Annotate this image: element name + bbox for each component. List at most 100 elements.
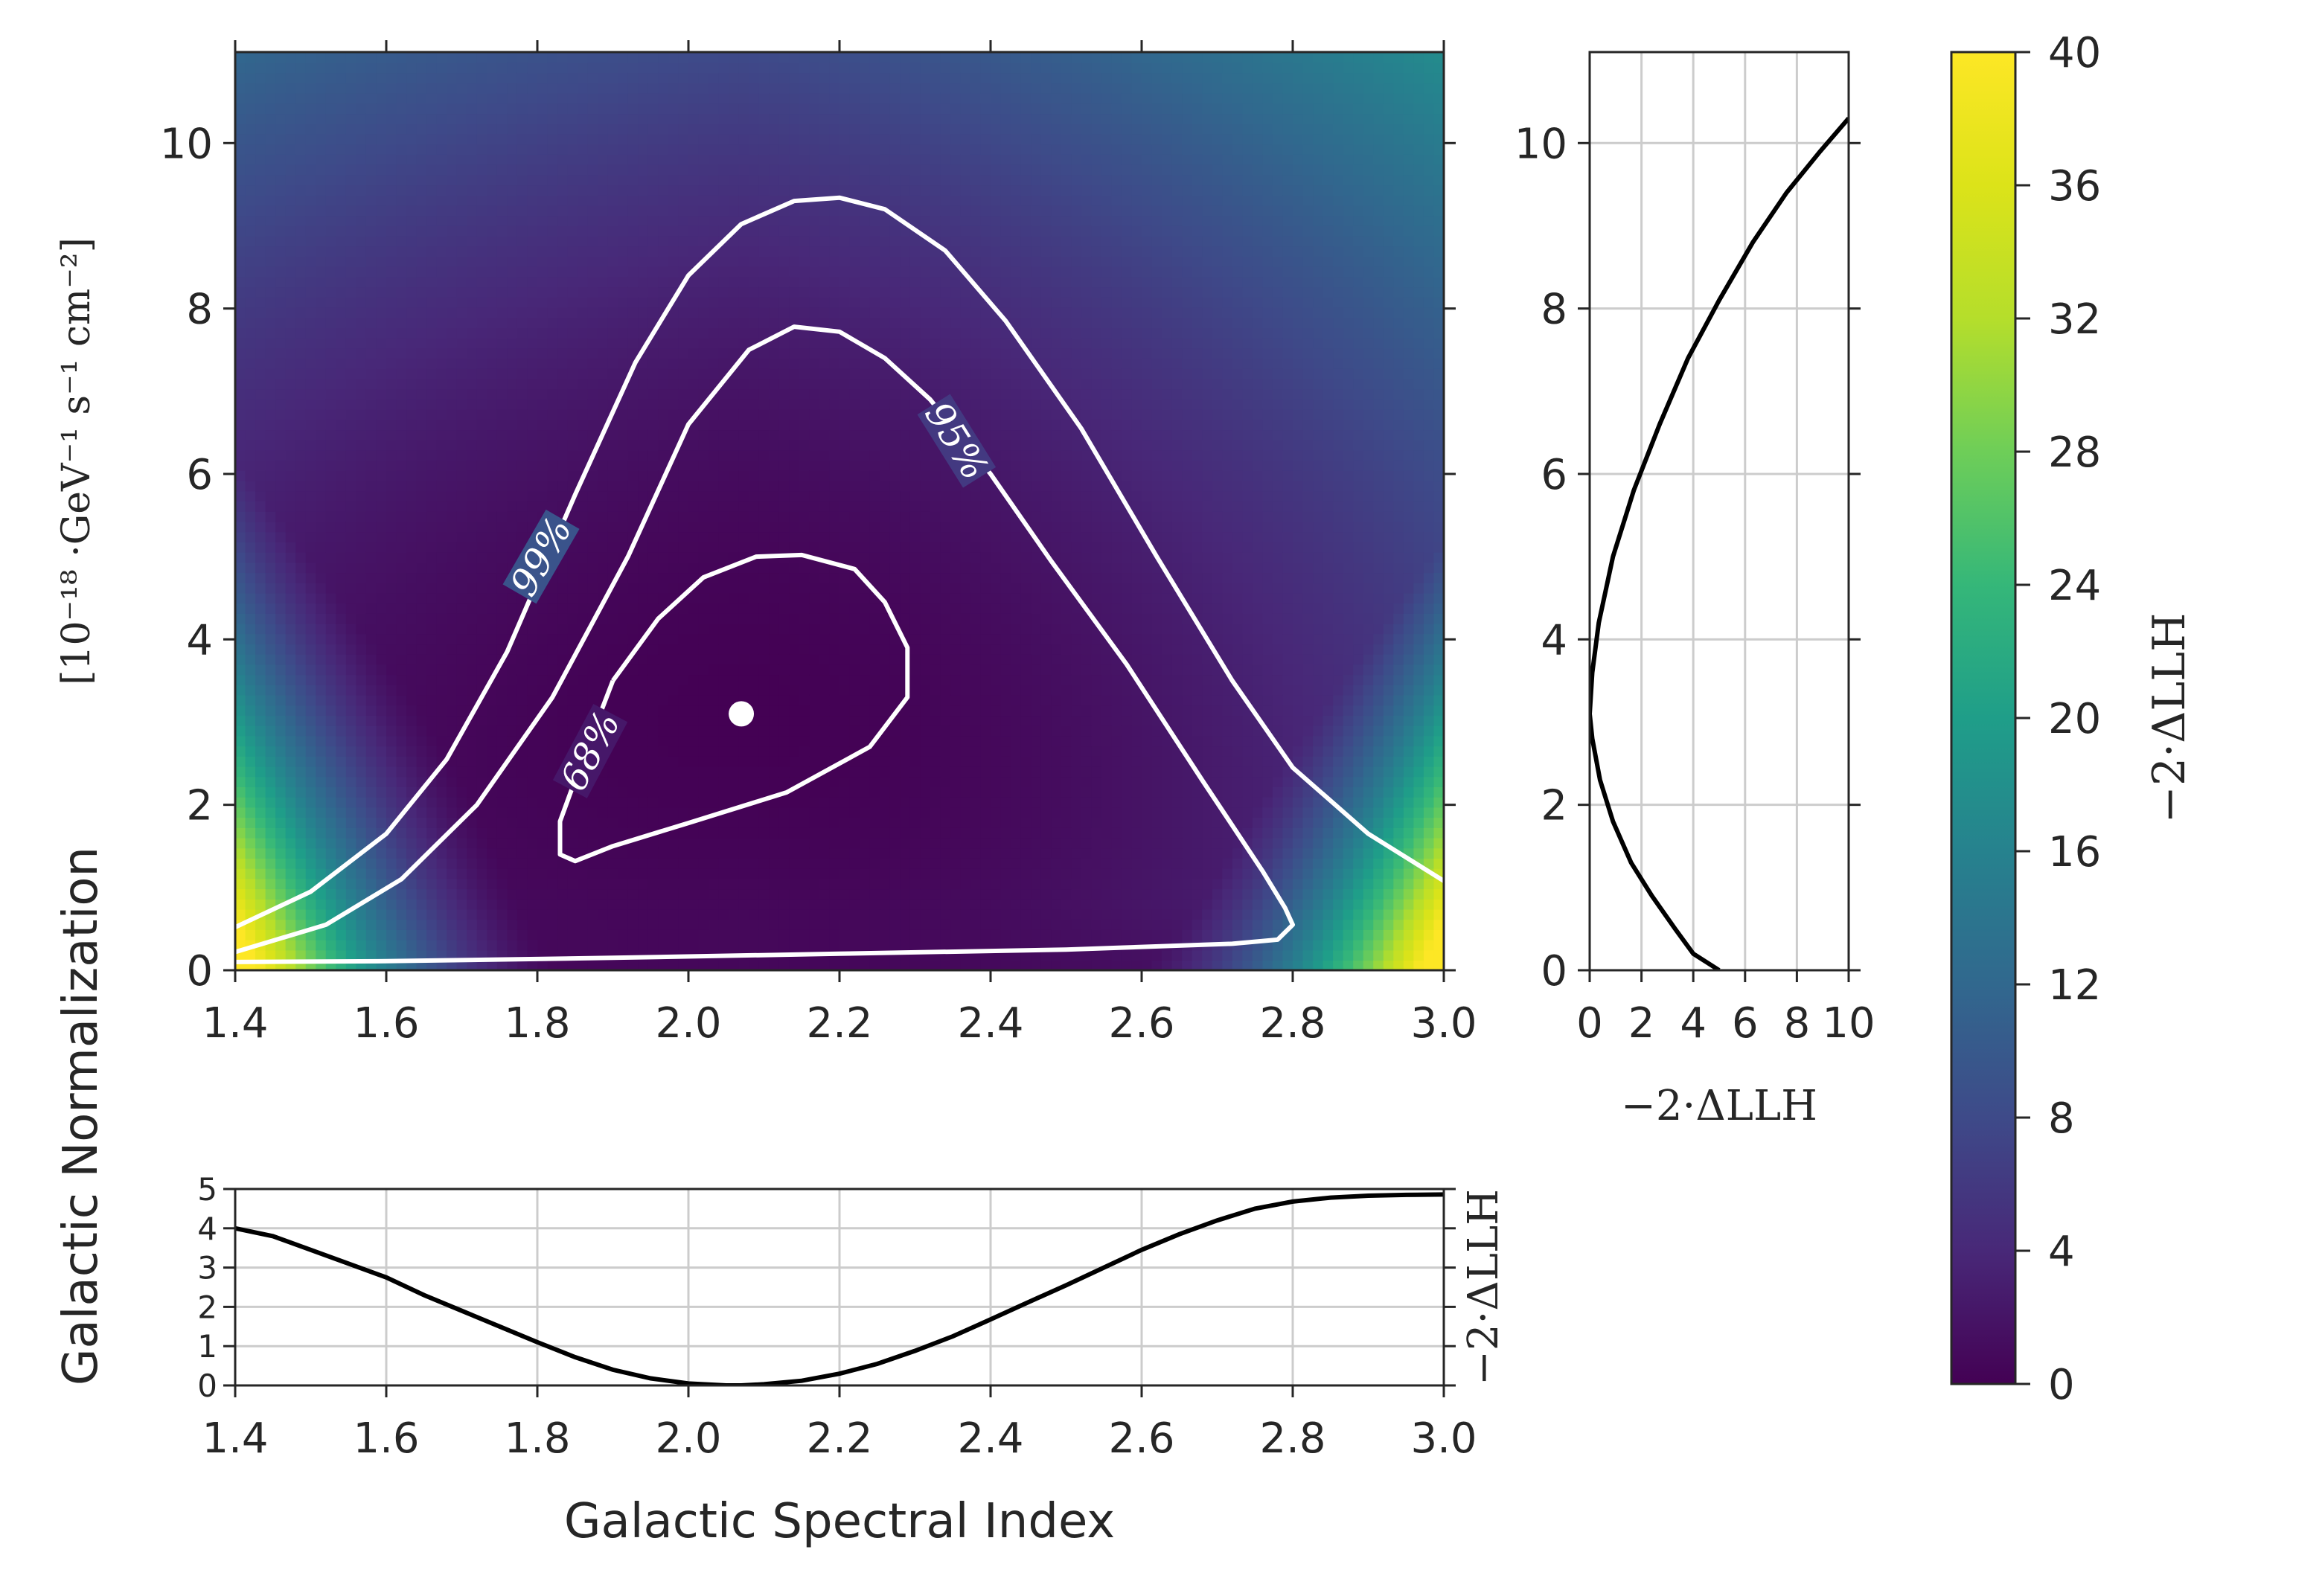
heatmap-cell (265, 633, 276, 645)
heatmap-cell (336, 705, 347, 717)
heatmap-cell (678, 796, 689, 808)
heatmap-cell (416, 572, 427, 583)
heatmap-cell (275, 256, 287, 267)
heatmap-cell (587, 592, 598, 604)
heatmap-cell (507, 613, 518, 624)
heatmap-cell (345, 419, 357, 431)
heatmap-cell (416, 490, 427, 502)
heatmap-cell (658, 705, 669, 717)
heatmap-cell (426, 215, 438, 226)
heatmap-cell (598, 205, 609, 217)
heatmap-cell (467, 939, 478, 951)
heatmap-cell (709, 685, 720, 696)
heatmap-cell (647, 52, 659, 63)
heatmap-cell (447, 470, 458, 481)
heatmap-cell (305, 205, 317, 217)
heatmap-cell (537, 929, 548, 940)
heatmap-cell (396, 511, 407, 522)
heatmap-cell (587, 653, 598, 665)
heatmap-cell (749, 776, 760, 787)
heatmap-cell (668, 378, 679, 390)
heatmap-cell (778, 388, 790, 400)
heatmap-cell (527, 256, 538, 267)
heatmap-cell (598, 776, 609, 787)
heatmap-cell (769, 531, 780, 542)
heatmap-cell (709, 551, 720, 563)
heatmap-cell (447, 847, 458, 859)
heatmap-cell (738, 419, 749, 431)
heatmap-cell (325, 83, 337, 94)
heatmap-cell (305, 347, 317, 359)
heatmap-cell (406, 725, 418, 737)
heatmap-cell (456, 276, 468, 288)
heatmap-cell (749, 225, 760, 237)
heatmap-cell (537, 817, 548, 828)
heatmap-cell (416, 470, 427, 481)
heatmap-cell (758, 103, 770, 115)
heatmap-cell (709, 440, 720, 451)
heatmap-cell (527, 960, 538, 970)
heatmap-cell (738, 174, 749, 186)
heatmap-cell (285, 858, 296, 869)
heatmap-cell (456, 756, 468, 767)
heatmap-cell (426, 378, 438, 390)
heatmap-cell (718, 327, 729, 339)
heatmap-cell (698, 347, 709, 359)
heatmap-cell (396, 440, 407, 451)
heatmap-cell (587, 572, 598, 583)
heatmap-cell (507, 542, 518, 553)
heatmap-cell (416, 899, 427, 910)
heatmap-cell (416, 408, 427, 420)
heatmap-cell (245, 551, 256, 563)
heatmap-cell (365, 72, 377, 83)
heatmap-cell (316, 868, 327, 879)
heatmap-cell (598, 460, 609, 471)
heatmap-cell (396, 419, 407, 431)
heatmap-cell (396, 653, 407, 665)
heatmap-cell (487, 388, 498, 400)
heatmap-cell (638, 194, 649, 206)
heatmap-cell (789, 603, 800, 614)
heatmap-cell (778, 592, 790, 604)
heatmap-cell (537, 735, 548, 747)
heatmap-cell (678, 623, 689, 635)
heatmap-cell (607, 235, 619, 247)
heatmap-cell (738, 542, 749, 553)
heatmap-cell (487, 144, 498, 155)
heatmap-cell (607, 194, 619, 206)
heatmap-cell (718, 705, 729, 717)
heatmap-cell (647, 307, 659, 318)
heatmap-cell (386, 113, 397, 124)
heatmap-cell (356, 123, 367, 135)
heatmap-cell (356, 449, 367, 461)
heatmap-cell (557, 62, 569, 74)
heatmap-cell (235, 460, 246, 471)
heatmap-cell (235, 276, 246, 288)
heatmap-cell (467, 52, 478, 63)
heatmap-cell (406, 480, 418, 492)
heatmap-cell (587, 378, 598, 390)
heatmap-cell (245, 368, 256, 379)
heatmap-cell (376, 62, 387, 74)
heatmap-cell (285, 154, 296, 165)
heatmap-cell (376, 592, 387, 604)
heatmap-cell (436, 276, 447, 288)
heatmap-cell (255, 592, 266, 604)
heatmap-cell (487, 337, 498, 349)
heatmap-cell (356, 419, 367, 431)
heatmap-cell (406, 582, 418, 594)
heatmap-cell (789, 735, 800, 747)
heatmap-cell (467, 786, 478, 798)
heatmap-cell (487, 562, 498, 574)
heatmap-cell (456, 858, 468, 869)
heatmap-cell (275, 542, 287, 553)
heatmap-cell (336, 644, 347, 655)
heatmap-cell (476, 542, 488, 553)
heatmap-cell (567, 888, 578, 900)
heatmap-cell (285, 419, 296, 431)
heatmap-cell (627, 317, 639, 328)
heatmap-cell (487, 399, 498, 410)
heatmap-cell (245, 225, 256, 237)
heatmap-cell (567, 960, 578, 970)
heatmap-cell (275, 827, 287, 839)
